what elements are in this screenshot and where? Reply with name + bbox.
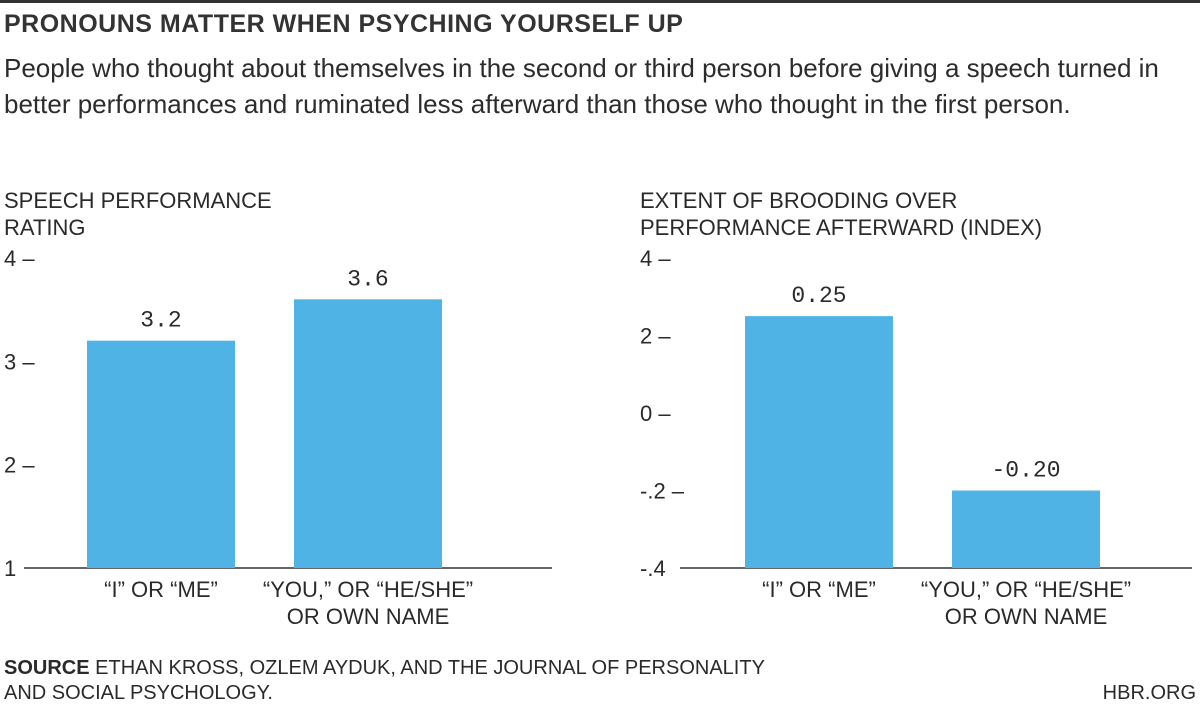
brooding-axis-title-line-2: PERFORMANCE AFTERWARD (INDEX): [640, 215, 1042, 240]
top-rule: [0, 0, 1200, 3]
chart-title: PRONOUNS MATTER WHEN PSYCHING YOURSELF U…: [4, 10, 684, 38]
performance-axis-title-line-1: SPEECH PERFORMANCE: [4, 188, 272, 213]
performance-category-label-1-line-1: “I” OR “ME”: [104, 577, 218, 602]
performance-value-label-1: 3.2: [140, 308, 181, 334]
brooding-tick-label: -.2 –: [640, 479, 685, 504]
chart-subtitle: People who thought about themselves in t…: [4, 53, 1159, 119]
brooding-bar-1: [745, 316, 893, 568]
performance-bar-1: [87, 340, 235, 568]
brooding-tick-label: -.4: [640, 556, 666, 581]
performance-category-label-2-line-2: OR OWN NAME: [287, 604, 450, 629]
brooding-category-label-2-line-2: OR OWN NAME: [945, 604, 1108, 629]
performance-tick-label: 4 –: [4, 246, 35, 271]
brooding-tick-label: 2 –: [640, 324, 671, 349]
performance-value-label-2: 3.6: [347, 266, 388, 292]
brooding-tick-label: 0 –: [640, 401, 671, 426]
performance-tick-label: 1: [4, 556, 16, 581]
brooding-value-label-1: 0.25: [791, 283, 846, 309]
source-text-line-1: ETHAN KROSS, OZLEM AYDUK, AND THE JOURNA…: [95, 657, 765, 679]
brooding-bar-2: [952, 490, 1100, 568]
brooding-value-label-2: -0.20: [991, 458, 1060, 484]
source-note: SOURCE ETHAN KROSS, OZLEM AYDUK, AND THE…: [4, 656, 765, 706]
performance-tick-label: 3 –: [4, 349, 35, 374]
source-key: SOURCE: [4, 657, 90, 679]
performance-bar-2: [294, 299, 442, 568]
brooding-tick-label: 4 –: [640, 246, 671, 271]
performance-axis-title-line-2: RATING: [4, 215, 85, 240]
brooding-axis-title-line-1: EXTENT OF BROODING OVER: [640, 188, 957, 213]
performance-category-label-2-line-1: “YOU,” OR “HE/SHE”: [263, 577, 473, 602]
performance-tick-label: 2 –: [4, 453, 35, 478]
brooding-category-label-2-line-1: “YOU,” OR “HE/SHE”: [921, 577, 1131, 602]
brooding-category-label-1-line-1: “I” OR “ME”: [762, 577, 876, 602]
brand-label: HBR.ORG: [1102, 682, 1196, 704]
source-text-line-2: AND SOCIAL PSYCHOLOGY.: [4, 682, 273, 704]
